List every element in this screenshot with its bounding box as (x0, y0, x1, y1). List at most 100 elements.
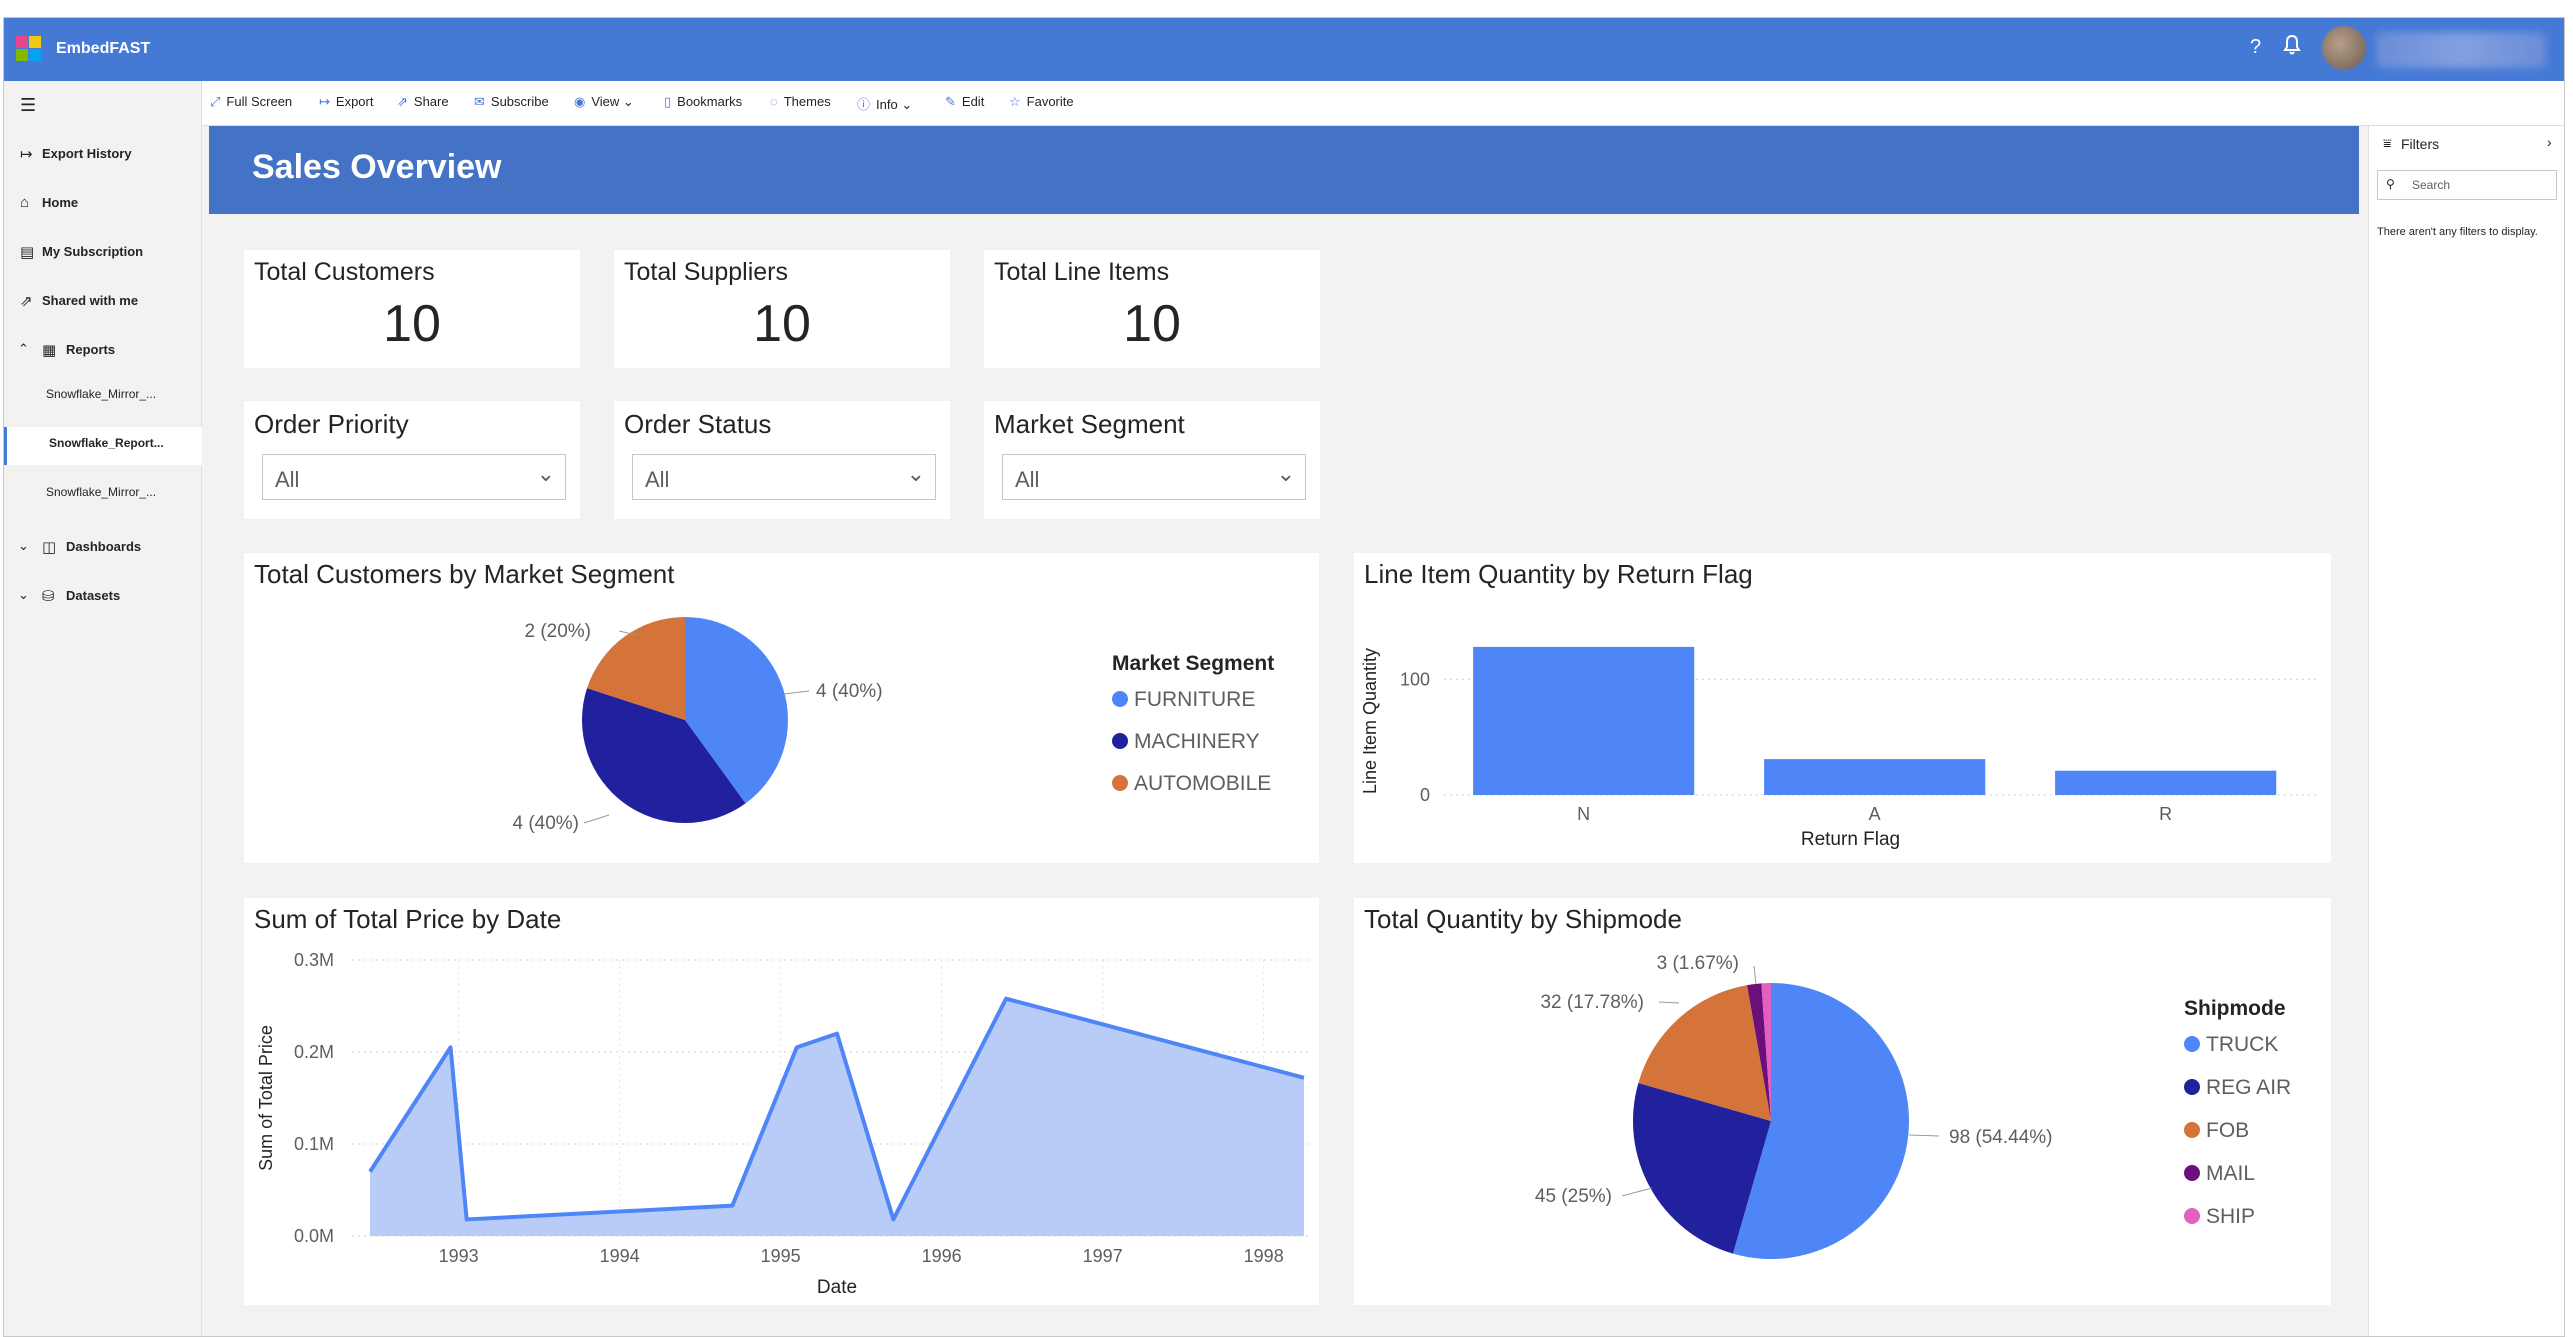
visual-total-price-by-date[interactable]: Sum of Total Price by Date 0.0M 0.1M 0.2M 0… (244, 898, 1319, 1305)
x-tick-label: N (1577, 804, 1590, 824)
legend-item: AUTOMOBILE (1134, 772, 1271, 795)
sidebar-item-label: Dashboards (66, 539, 142, 554)
hamburger-menu-icon[interactable]: ☰ (20, 95, 37, 115)
themes-button[interactable]: ◌ Themes (770, 94, 831, 109)
sidebar-report-item-active[interactable]: Snowflake_Report... (4, 427, 204, 465)
data-label: 45 (25%) (1535, 1186, 1612, 1207)
bar (1764, 759, 1986, 795)
report-header: Sales Overview (209, 126, 2359, 214)
filters-pane: ⩸ Filters › ⚲ Search There aren't any fi… (2368, 126, 2564, 1336)
app-brand: EmbedFAST (56, 40, 151, 57)
kpi-label: Total Customers (254, 258, 435, 286)
collapse-filters-icon[interactable]: › (2547, 134, 2552, 150)
legend-marker (2184, 1208, 2200, 1224)
report-canvas: Sales Overview Total Customers 10 Total … (202, 126, 2360, 1336)
toolbar-label: Subscribe (490, 94, 549, 109)
sidebar-item-export-history[interactable]: ↦ Export History (4, 137, 201, 171)
legend-marker (1112, 733, 1128, 749)
legend-item: REG AIR (2206, 1076, 2291, 1099)
sidebar-item-label: Snowflake_Mirror_... (46, 387, 157, 401)
legend-marker (2184, 1165, 2200, 1181)
kpi-label: Total Line Items (994, 258, 1170, 286)
sidebar-item-my-subscription[interactable]: ▤ My Subscription (4, 235, 201, 269)
home-icon: ⌂ (20, 194, 30, 211)
visual-title: Sum of Total Price by Date (254, 904, 562, 934)
pie-slice (685, 617, 788, 804)
share-button[interactable]: ⇗ Share (397, 94, 449, 110)
area-line (368, 996, 1305, 1222)
toolbar-label: Favorite (1026, 94, 1074, 109)
toolbar-label: Share (413, 94, 449, 109)
legend-marker (2184, 1036, 2200, 1052)
visual-customers-by-segment[interactable]: Total Customers by Market Segment 4 (40%… (244, 553, 1319, 863)
x-tick-label: 1994 (600, 1246, 640, 1266)
sidebar-report-item[interactable]: Snowflake_Mirror_... (4, 378, 201, 412)
x-tick-label: 1995 (761, 1246, 801, 1266)
dropdown-value: All (645, 467, 670, 492)
pie-slice (1633, 1082, 1771, 1254)
market-segment-dropdown[interactable]: All ⌄ (1002, 454, 1306, 500)
report-toolbar: ⤢ Full Screen ↦ Export ⇗ Share ✉ Subscribe ◉… (202, 81, 2564, 126)
data-label: 4 (40%) (512, 813, 579, 834)
star-icon: ☆ (1009, 94, 1021, 109)
slicer-order-priority: Order Priority All ⌄ (244, 401, 580, 519)
report-icon: ▦ (42, 342, 57, 359)
info-menu[interactable]: ⓘ Info ⌄ (857, 94, 912, 113)
order-priority-dropdown[interactable]: All ⌄ (262, 454, 566, 500)
x-tick-label: 1997 (1083, 1246, 1123, 1266)
area-chart-price: 0.0M 0.1M 0.2M 0.3M 1993 1994 1995 1996 1997 1998… (256, 950, 1312, 1298)
order-status-dropdown[interactable]: All ⌄ (632, 454, 936, 500)
view-menu[interactable]: ◉ View ⌄ (574, 94, 634, 110)
kpi-label: Total Suppliers (624, 258, 788, 286)
visual-title: Line Item Quantity by Return Flag (1364, 559, 1753, 589)
palette-icon: ◌ (770, 94, 778, 109)
sidebar-item-reports[interactable]: ⌃ ▦ Reports (4, 333, 201, 367)
x-tick-label: R (2159, 804, 2172, 824)
data-label: 4 (40%) (816, 681, 883, 702)
sidebar: ☰ ↦ Export History ⌂ Home ▤ My Subscript… (4, 81, 204, 1336)
sidebar-report-item[interactable]: Snowflake_Mirror_... (4, 476, 201, 510)
visual-qty-by-shipmode[interactable]: Total Quantity by Shipmode 98 (54.44%) 45… (1354, 898, 2331, 1305)
subscribe-button[interactable]: ✉ Subscribe (474, 94, 549, 110)
data-label: 32 (17.78%) (1540, 992, 1644, 1013)
share-icon: ⇗ (397, 94, 408, 109)
full-screen-button[interactable]: ⤢ Full Screen (210, 94, 292, 110)
legend-item: FOB (2206, 1119, 2249, 1142)
eye-icon: ◉ (574, 94, 586, 109)
dataset-icon: ⛁ (42, 588, 55, 605)
pencil-icon: ✎ (945, 94, 956, 109)
legend-title: Market Segment (1112, 652, 1274, 675)
kpi-card-total-suppliers[interactable]: Total Suppliers 10 (614, 250, 950, 368)
data-label: 2 (20%) (524, 621, 591, 642)
sidebar-item-label: Snowflake_Report... (49, 436, 164, 450)
kpi-card-total-customers[interactable]: Total Customers 10 (244, 250, 580, 368)
visual-qty-by-return-flag[interactable]: Line Item Quantity by Return Flag 0 100 N A… (1354, 553, 2331, 863)
legend-marker (2184, 1079, 2200, 1095)
sidebar-item-home[interactable]: ⌂ Home (4, 186, 201, 220)
x-tick-label: A (1869, 804, 1881, 824)
slicer-label: Order Status (624, 409, 772, 439)
bell-icon[interactable] (2282, 34, 2302, 62)
bookmarks-button[interactable]: ▯ Bookmarks (664, 94, 742, 110)
help-icon[interactable]: ? (2250, 36, 2262, 58)
edit-button[interactable]: ✎ Edit (945, 94, 984, 110)
sidebar-item-label: Reports (66, 342, 116, 357)
kpi-card-total-line-items[interactable]: Total Line Items 10 (984, 250, 1320, 368)
export-button[interactable]: ↦ Export (319, 94, 373, 110)
chevron-up-icon: ⌃ (18, 341, 29, 356)
kpi-value: 10 (753, 295, 811, 353)
sidebar-item-dashboards[interactable]: ⌄ ◫ Dashboards (4, 530, 201, 564)
sidebar-item-shared-with-me[interactable]: ⇗ Shared with me (4, 284, 201, 318)
filters-search-input[interactable]: ⚲ Search (2377, 170, 2557, 200)
slicer-label: Market Segment (994, 409, 1185, 439)
pie-slice (1638, 985, 1771, 1121)
pie-slice (1761, 983, 1771, 1121)
sidebar-item-label: Snowflake_Mirror_... (46, 485, 157, 499)
favorite-button[interactable]: ☆ Favorite (1009, 94, 1074, 110)
legend-item: FURNITURE (1134, 688, 1255, 711)
visual-title: Total Customers by Market Segment (254, 559, 675, 589)
kpi-value: 10 (383, 295, 441, 353)
sidebar-item-datasets[interactable]: ⌄ ⛁ Datasets (4, 579, 201, 613)
y-tick-label: 0 (1420, 785, 1430, 805)
user-avatar[interactable] (2322, 26, 2366, 70)
